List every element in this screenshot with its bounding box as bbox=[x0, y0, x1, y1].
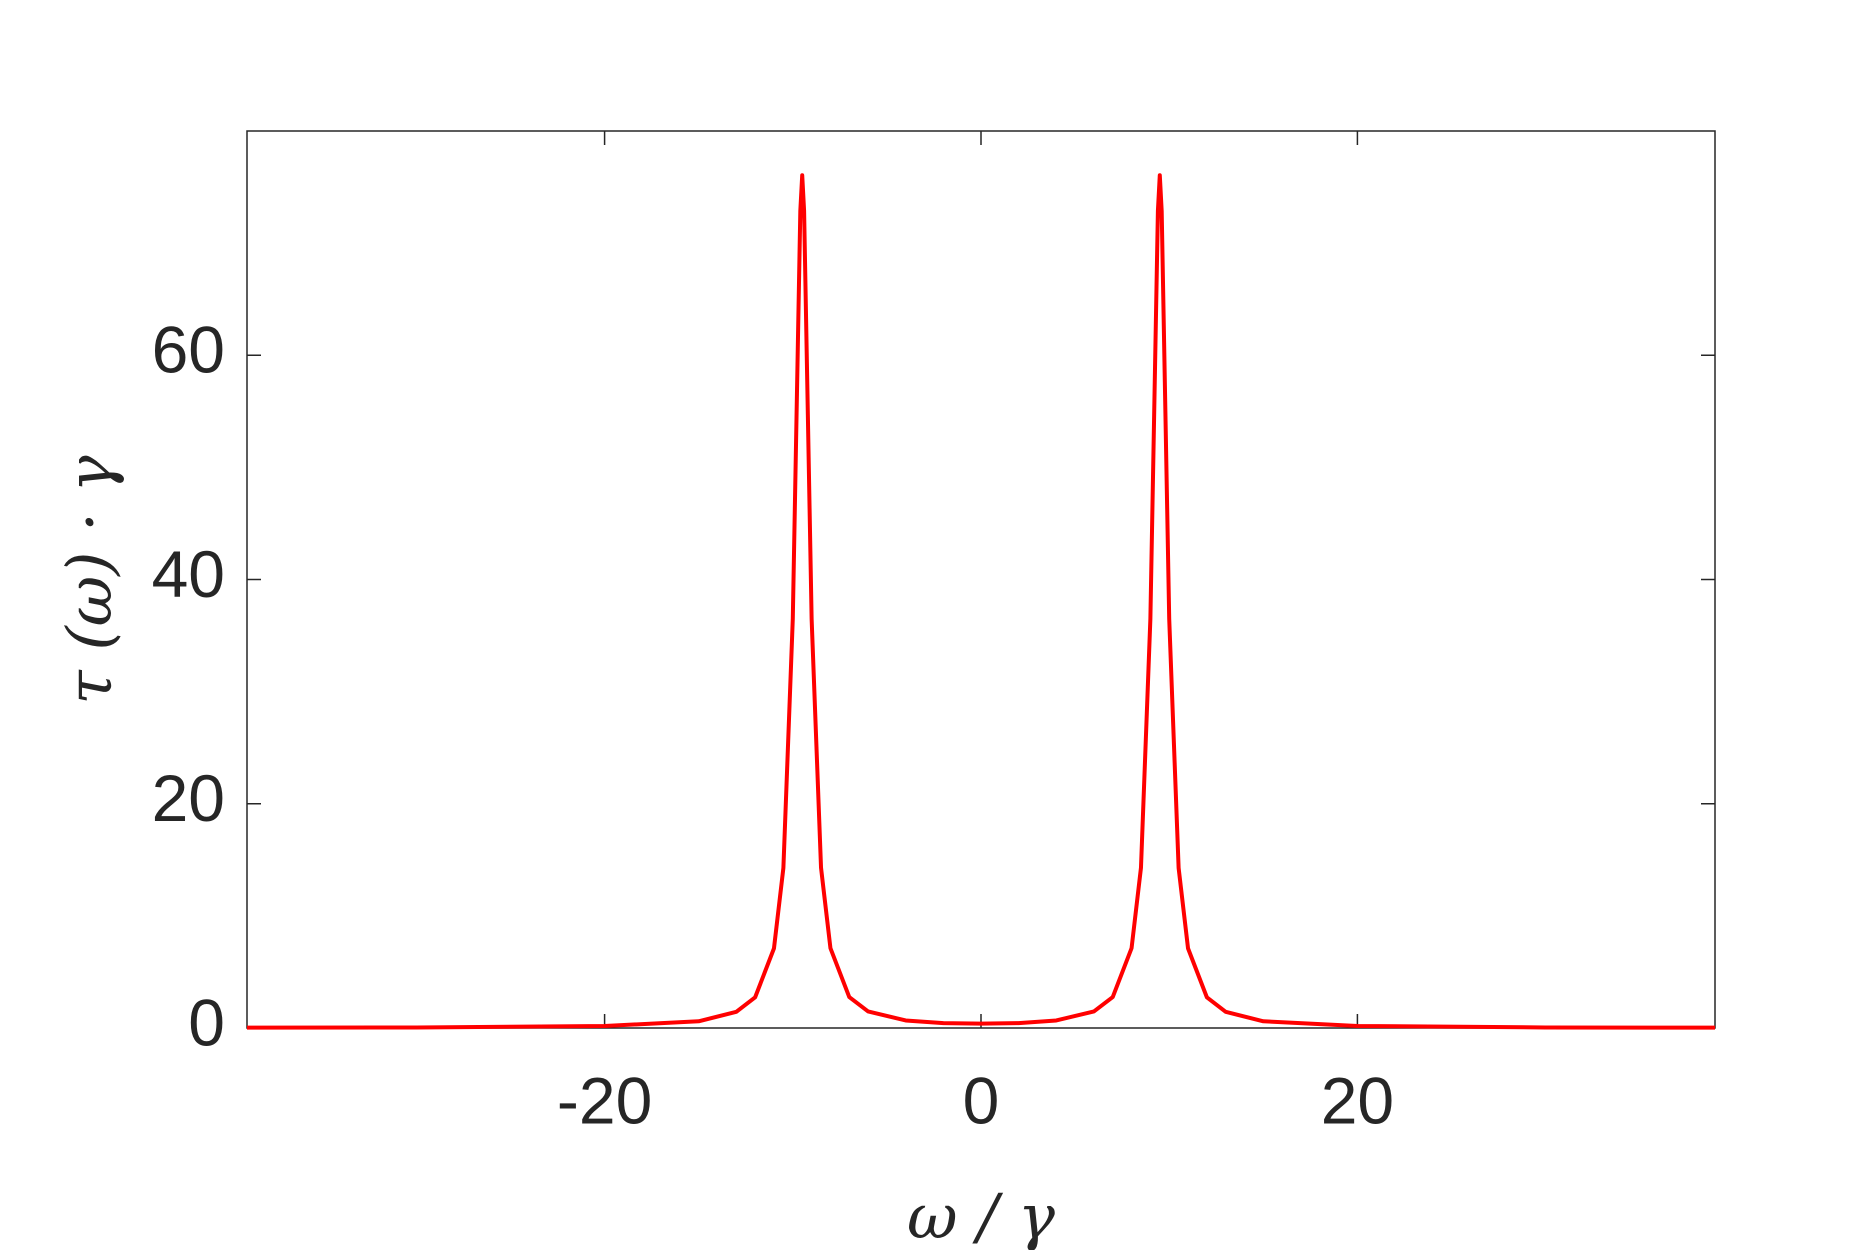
x-tick-label: -20 bbox=[557, 1063, 652, 1137]
x-tick-label: 20 bbox=[1321, 1063, 1394, 1137]
x-tick-label: 0 bbox=[963, 1063, 1000, 1137]
x-axis-label: ω / γ bbox=[907, 1180, 1056, 1250]
plot-frame bbox=[246, 130, 1716, 1029]
y-tick-label: 40 bbox=[152, 537, 225, 611]
data-line bbox=[246, 173, 1716, 1030]
y-tick-label: 60 bbox=[152, 313, 225, 387]
y-tick-label: 0 bbox=[188, 985, 225, 1059]
y-tick-label: 20 bbox=[152, 761, 225, 835]
y-axis-label: τ (ω) · γ bbox=[53, 454, 126, 704]
